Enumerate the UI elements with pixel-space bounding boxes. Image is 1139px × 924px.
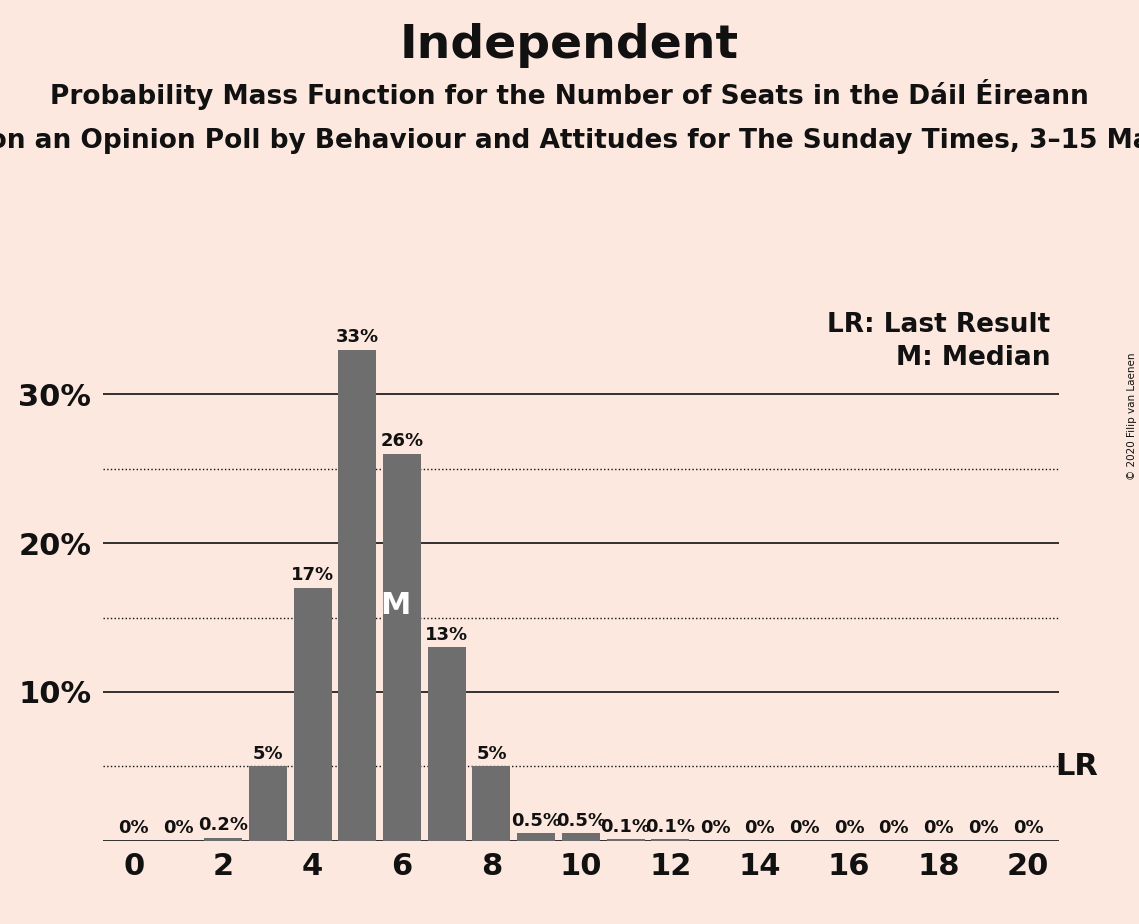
Text: LR: LR	[1055, 752, 1098, 781]
Text: 0%: 0%	[163, 819, 194, 837]
Bar	[204, 838, 243, 841]
Text: M: M	[380, 590, 411, 619]
Text: 0%: 0%	[745, 819, 775, 837]
Text: 0.5%: 0.5%	[556, 811, 606, 830]
Text: 0%: 0%	[118, 819, 149, 837]
Text: 0%: 0%	[924, 819, 953, 837]
Bar	[383, 454, 421, 841]
Text: 5%: 5%	[253, 745, 284, 762]
Text: 0%: 0%	[834, 819, 865, 837]
Bar	[517, 833, 555, 841]
Text: 0%: 0%	[1013, 819, 1043, 837]
Bar	[652, 839, 689, 841]
Text: Independent: Independent	[400, 23, 739, 68]
Text: 26%: 26%	[380, 432, 424, 450]
Text: 0%: 0%	[789, 819, 820, 837]
Text: 0.2%: 0.2%	[198, 816, 248, 834]
Text: 0.1%: 0.1%	[646, 818, 695, 835]
Text: 0.5%: 0.5%	[511, 811, 562, 830]
Text: 33%: 33%	[336, 328, 379, 346]
Bar	[338, 349, 376, 841]
Text: 0%: 0%	[699, 819, 730, 837]
Bar	[473, 766, 510, 841]
Bar	[249, 766, 287, 841]
Bar	[562, 833, 600, 841]
Bar	[294, 588, 331, 841]
Text: Based on an Opinion Poll by Behaviour and Attitudes for The Sunday Times, 3–15 M: Based on an Opinion Poll by Behaviour an…	[0, 128, 1139, 153]
Text: 0%: 0%	[878, 819, 909, 837]
Text: 5%: 5%	[476, 745, 507, 762]
Text: Probability Mass Function for the Number of Seats in the Dáil Éireann: Probability Mass Function for the Number…	[50, 79, 1089, 110]
Bar	[607, 839, 645, 841]
Text: LR: Last Result: LR: Last Result	[827, 312, 1050, 338]
Text: 13%: 13%	[425, 626, 468, 644]
Bar	[428, 648, 466, 841]
Text: © 2020 Filip van Laenen: © 2020 Filip van Laenen	[1126, 352, 1137, 480]
Text: 17%: 17%	[292, 566, 334, 584]
Text: 0.1%: 0.1%	[600, 818, 650, 835]
Text: M: Median: M: Median	[896, 346, 1050, 371]
Text: 0%: 0%	[968, 819, 999, 837]
